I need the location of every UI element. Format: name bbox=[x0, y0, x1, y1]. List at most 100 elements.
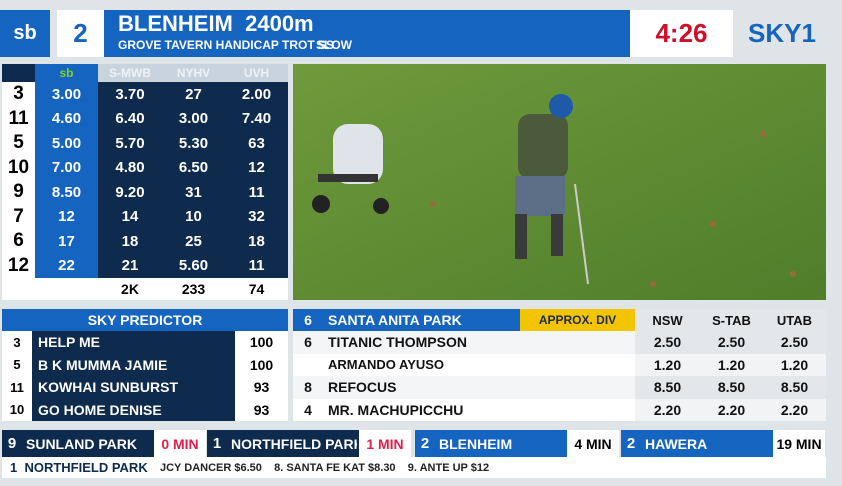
panel-venue: SANTA ANITA PARK bbox=[328, 312, 462, 328]
predictor-name: B K MUMMA JAMIE bbox=[32, 353, 235, 376]
runner-row bbox=[293, 353, 635, 376]
tote-header: S-TAB bbox=[700, 309, 763, 331]
video-feed bbox=[293, 64, 826, 300]
runner-row bbox=[293, 331, 635, 354]
dividend: 2.50 bbox=[700, 331, 763, 354]
tote-header: NSW bbox=[635, 309, 700, 331]
odds-value: 22 bbox=[35, 253, 98, 278]
dividend: 8.50 bbox=[763, 376, 826, 399]
next-race-number: 2 bbox=[626, 435, 636, 452]
runner-number: 11 bbox=[2, 106, 35, 131]
runner-number: 10 bbox=[2, 155, 35, 180]
race-subtitle: GROVE TAVERN HANDICAP TROT SS bbox=[118, 37, 335, 52]
odds-value: 11 bbox=[225, 253, 288, 278]
next-race-time: 19 MIN bbox=[773, 430, 825, 457]
dividend: 8.50 bbox=[700, 376, 763, 399]
odds-value: 5.00 bbox=[35, 131, 98, 156]
odds-value: 17 bbox=[35, 229, 98, 254]
odds-value: 3.00 bbox=[162, 106, 225, 131]
predictor-name: GO HOME DENISE bbox=[32, 398, 235, 421]
runner-name: TITANIC THOMPSON bbox=[328, 334, 467, 351]
next-race-number: 1 bbox=[212, 435, 222, 452]
dividend: 2.20 bbox=[763, 398, 826, 421]
dividend: 2.50 bbox=[635, 331, 700, 354]
odds-value: 6.50 bbox=[162, 155, 225, 180]
runner-number: 7 bbox=[2, 204, 35, 229]
odds-value: 5.30 bbox=[162, 131, 225, 156]
odds-value: 5.70 bbox=[98, 131, 162, 156]
clock: 4:26 bbox=[630, 10, 733, 57]
dividend: 1.20 bbox=[635, 353, 700, 376]
predictor-title: SKY PREDICTOR bbox=[2, 309, 288, 331]
logo: sb bbox=[0, 10, 50, 57]
odds-value: 8.50 bbox=[35, 180, 98, 205]
runner-name: ARMANDO AYUSO bbox=[328, 357, 445, 373]
odds-header-corner bbox=[2, 64, 35, 82]
odds-value: 7.00 bbox=[35, 155, 98, 180]
next-race bbox=[621, 430, 773, 457]
approx-div-label: APPROX. DIV bbox=[520, 309, 635, 331]
channel-logo: SKY1 bbox=[748, 18, 816, 48]
next-race bbox=[415, 430, 567, 457]
next-race-time: 4 MIN bbox=[567, 430, 619, 457]
odds-value: 25 bbox=[162, 229, 225, 254]
runner-name: REFOCUS bbox=[328, 379, 397, 396]
odds-value: 31 bbox=[162, 180, 225, 205]
runner-name: MR. MACHUPICCHU bbox=[328, 401, 464, 418]
dividend: 1.20 bbox=[700, 353, 763, 376]
ticker-bar bbox=[2, 457, 826, 478]
odds-value: 63 bbox=[225, 131, 288, 156]
predictor-name: KOWHAI SUNBURST bbox=[32, 376, 235, 399]
odds-value: 7.40 bbox=[225, 106, 288, 131]
predictor-score: 93 bbox=[235, 376, 288, 399]
runner-number: 6 bbox=[2, 229, 35, 254]
next-race-venue: NORTHFIELD PARK bbox=[231, 435, 357, 452]
ticker-text: JCY DANCER $6.50 8. SANTA FE KAT $8.30 9… bbox=[160, 461, 490, 474]
race-title: BLENHEIM 2400m bbox=[118, 11, 314, 36]
next-race-number: 9 bbox=[7, 435, 17, 452]
odds-value: 3.00 bbox=[35, 82, 98, 107]
next-race-number: 2 bbox=[420, 435, 430, 452]
next-race-venue: BLENHEIM bbox=[439, 435, 513, 452]
pool-total: 233 bbox=[162, 278, 225, 300]
odds-value: 12 bbox=[35, 204, 98, 229]
predictor-score: 93 bbox=[235, 398, 288, 421]
tote-header: UTAB bbox=[763, 309, 826, 331]
panel-header bbox=[293, 309, 520, 331]
odds-value: 14 bbox=[98, 204, 162, 229]
odds-value: 32 bbox=[225, 204, 288, 229]
runner-number: 9 bbox=[2, 180, 35, 205]
odds-value: 18 bbox=[98, 229, 162, 254]
next-race bbox=[207, 430, 359, 457]
odds-value: 6.40 bbox=[98, 106, 162, 131]
next-race-time: 1 MIN bbox=[359, 430, 411, 457]
predictor-number: 5 bbox=[2, 353, 32, 376]
ticker-current: 1 NORTHFIELD PARK bbox=[10, 460, 148, 475]
dividend: 2.50 bbox=[763, 331, 826, 354]
predictor-number: 10 bbox=[2, 398, 32, 421]
dividend: 2.20 bbox=[635, 398, 700, 421]
pool-total: 74 bbox=[225, 278, 288, 300]
pool-total: 2K bbox=[98, 278, 162, 300]
odds-value: 11 bbox=[225, 180, 288, 205]
odds-column-header: NYHV bbox=[162, 64, 225, 82]
odds-value: 4.80 bbox=[98, 155, 162, 180]
dividend: 2.20 bbox=[700, 398, 763, 421]
odds-value: 5.60 bbox=[162, 253, 225, 278]
odds-value: 10 bbox=[162, 204, 225, 229]
predictor-score: 100 bbox=[235, 331, 288, 354]
next-race-venue: SUNLAND PARK bbox=[26, 435, 137, 452]
predictor-score: 100 bbox=[235, 353, 288, 376]
predictor-number: 3 bbox=[2, 331, 32, 354]
race-number: 2 bbox=[57, 10, 104, 57]
next-race-time: 0 MIN bbox=[154, 430, 206, 457]
odds-column-header: sb bbox=[35, 64, 98, 82]
predictor-name: HELP ME bbox=[32, 331, 235, 354]
runner-number: 12 bbox=[2, 253, 35, 278]
runner-number: 6 bbox=[304, 334, 312, 351]
odds-value: 27 bbox=[162, 82, 225, 107]
runner-number: 8 bbox=[304, 379, 312, 396]
odds-value: 21 bbox=[98, 253, 162, 278]
dividend: 1.20 bbox=[763, 353, 826, 376]
